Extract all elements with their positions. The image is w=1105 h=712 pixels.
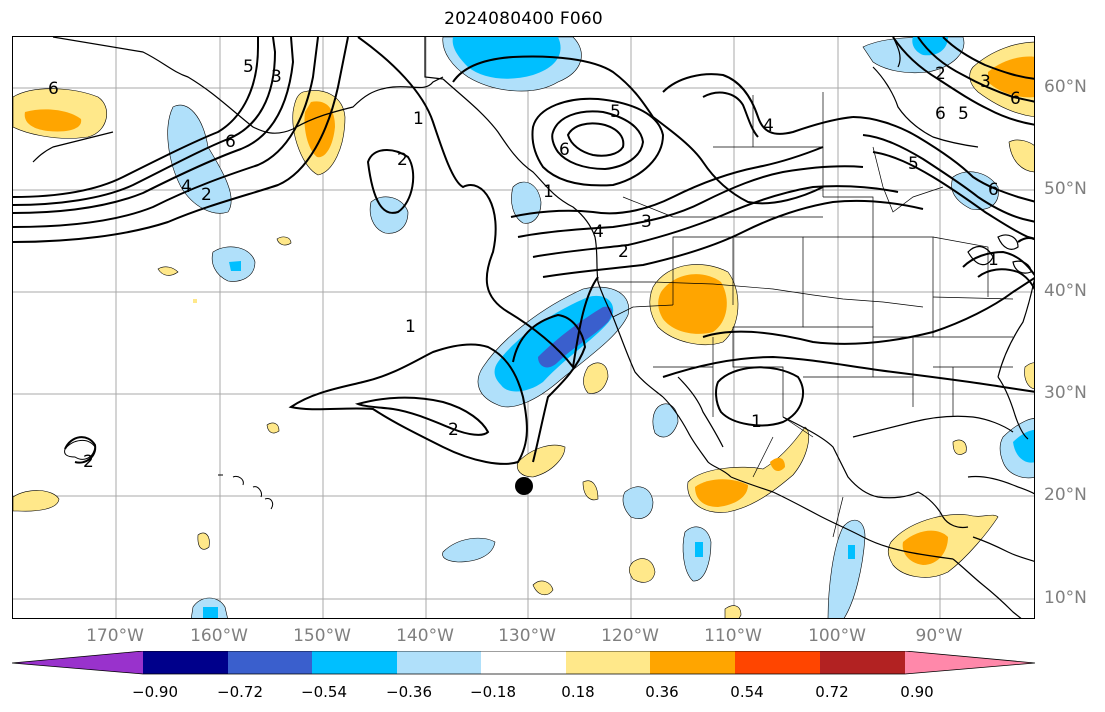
contour-label: 4 [763,116,774,136]
colorbar-segment [566,651,650,674]
islands [64,440,274,510]
contour-label: 6 [48,79,59,99]
lon-label-150w: 150°W [293,626,351,646]
colorbar-tick-label: 0.54 [730,683,764,701]
anomaly-shading [13,37,1034,618]
contour-label: 6 [935,104,946,124]
colorbar-tick-label: −0.18 [470,683,516,701]
lon-label-90w: 90°W [915,626,963,646]
contour-label: 2 [935,64,946,84]
contour-label: 1 [988,250,999,270]
contour-label: 5 [243,57,254,77]
colorbar-segments [12,651,1035,674]
contour-label: 3 [271,67,282,87]
contour-label: 2 [83,452,94,472]
colorbar-segment [650,651,735,674]
contour-label: 5 [908,154,919,174]
lat-label-30n: 30°N [1044,383,1087,403]
contour-label: 6 [1010,89,1021,109]
colorbar-segment [820,651,905,674]
contour-label: 1 [751,412,762,432]
colorbar-tick-label: 0.18 [561,683,595,701]
contour-label: 2 [397,150,408,170]
lon-label-120w: 120°W [601,626,659,646]
colorbar-tick-label: −0.36 [386,683,432,701]
colorbar-extend-low [12,651,143,674]
colorbar-segment [397,651,481,674]
lon-label-100w: 100°W [808,626,866,646]
colorbar-extend-high [905,651,1035,674]
lat-label-60n: 60°N [1044,77,1087,97]
contour-label: 3 [641,212,652,232]
contour-label: 1 [405,317,416,337]
colorbar [12,651,1036,675]
political-borders [598,92,1014,538]
height-contours [13,37,1034,465]
contour-label: 6 [225,132,236,152]
lon-label-110w: 110°W [704,626,762,646]
lon-label-170w: 170°W [86,626,144,646]
colorbar-segment [228,651,312,674]
black-dot-marker-icon [515,477,533,495]
contour-label: 5 [610,102,621,122]
contour-label: 6 [559,140,570,160]
contour-label: 1 [543,182,554,202]
colorbar-segment [312,651,397,674]
contour-label: 2 [618,242,629,262]
colorbar-tick-label: −0.54 [301,683,347,701]
contour-label: 3 [980,72,991,92]
lat-label-40n: 40°N [1044,281,1087,301]
map-canvas: 6 5 3 6 4 2 1 2 1 2 1 2 5 6 4 3 2 4 5 6 … [13,37,1034,618]
contour-label: 4 [593,222,604,242]
contour-label: 2 [201,185,212,205]
colorbar-segment [735,651,820,674]
colorbar-segment [481,651,566,674]
colorbar-tick-label: 0.72 [815,683,849,701]
lat-label-50n: 50°N [1044,179,1087,199]
contour-labels: 6 5 3 6 4 2 1 2 1 2 1 2 5 6 4 3 2 4 5 6 … [48,57,1021,472]
lon-label-160w: 160°W [190,626,248,646]
lat-label-10n: 10°N [1044,588,1087,608]
lon-label-140w: 140°W [396,626,454,646]
contour-label: 2 [448,420,459,440]
colorbar-tick-label: −0.90 [132,683,178,701]
colorbar-tick-label: −0.72 [217,683,263,701]
contour-label: 1 [413,109,424,129]
colorbar-tick-label: 0.36 [645,683,679,701]
map-panel: 6 5 3 6 4 2 1 2 1 2 1 2 5 6 4 3 2 4 5 6 … [12,36,1035,619]
contour-label: 6 [988,180,999,200]
colorbar-segment [143,651,228,674]
contour-label: 4 [181,177,192,197]
lat-label-20n: 20°N [1044,485,1087,505]
colorbar-tick-label: 0.90 [900,683,934,701]
contour-label: 5 [958,104,969,124]
map-title: 2024080400 F060 [444,9,603,29]
coastlines [32,37,1034,618]
lon-label-130w: 130°W [498,626,556,646]
